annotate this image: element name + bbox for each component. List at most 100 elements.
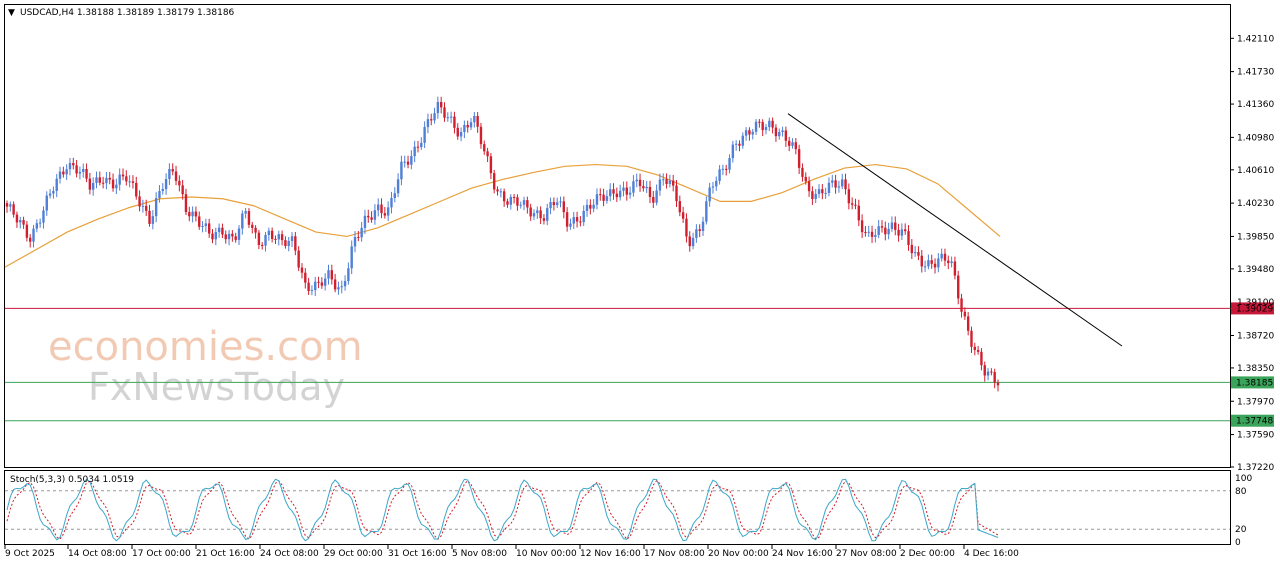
stoch-label: Stoch(5,3,3) 0.5034 1.0519 (10, 475, 134, 485)
time-tick-label: 10 Nov 00:00 (516, 549, 577, 559)
candle-body (476, 116, 479, 127)
candle-body (479, 126, 483, 145)
candle-body (986, 371, 990, 376)
candle-body (138, 196, 141, 207)
candle-body (870, 231, 874, 237)
candle-body (731, 144, 735, 159)
candle-body (778, 132, 781, 137)
candle-body (456, 127, 459, 137)
moving-average (4, 163, 1001, 268)
candle-body (393, 193, 396, 198)
price-tick-label: 1.37220 (1237, 463, 1274, 473)
trendline[interactable] (787, 113, 1123, 347)
stoch-main-line (6, 478, 999, 542)
candle-body (579, 221, 582, 223)
candle-body (9, 204, 12, 207)
candle-body (357, 236, 360, 238)
candle-body (927, 260, 930, 267)
candle-body (797, 149, 801, 168)
candle-body (101, 182, 105, 184)
candle-body (168, 169, 171, 180)
candle-body (784, 130, 788, 141)
candle-body (864, 232, 867, 234)
candle-body (847, 189, 851, 204)
candle-body (618, 190, 622, 198)
candle-body (758, 121, 761, 123)
candle-body (950, 261, 953, 264)
candle-body (612, 189, 615, 194)
candle-body (817, 189, 821, 194)
candle-body (642, 186, 645, 189)
time-tick-label: 5 Nov 08:00 (452, 549, 507, 559)
candle-body (340, 286, 343, 288)
candle-body (58, 171, 62, 179)
candle-body (675, 185, 678, 202)
candle-body (42, 210, 45, 223)
candle-body (595, 194, 599, 205)
candle-body (257, 232, 261, 245)
candle-body (436, 101, 440, 114)
time-tick-label: 12 Nov 16:00 (580, 549, 641, 559)
candle-body (72, 163, 75, 166)
candle-body (274, 238, 277, 240)
candle-body (201, 225, 204, 227)
time-tick-label: 2 Dec 00:00 (900, 549, 955, 559)
candle-body (585, 204, 589, 211)
candle-body (665, 179, 668, 184)
candle-body (380, 204, 383, 214)
candle-body (705, 201, 708, 222)
candle-body (913, 252, 917, 254)
candle-body (164, 179, 168, 190)
time-tick-label: 20 Nov 00:00 (708, 549, 769, 559)
ma-line (4, 163, 1001, 268)
candle-body (754, 121, 758, 132)
candle-body (251, 224, 254, 228)
candle-body (406, 161, 410, 165)
candle-body (45, 195, 48, 211)
candle-body (519, 204, 522, 206)
time-tick-label: 21 Oct 16:00 (196, 549, 255, 559)
time-tick-label: 9 Oct 2025 (5, 549, 55, 559)
candle-body (486, 151, 489, 157)
candle-body (572, 217, 575, 224)
candle-body (953, 261, 957, 276)
candle-body (370, 217, 373, 220)
candle-body (662, 179, 665, 181)
candle-body (294, 236, 297, 251)
candle-body (347, 268, 350, 282)
candle-body (768, 120, 771, 128)
candle-body (320, 282, 324, 286)
level-tag (1231, 414, 1274, 427)
candle-body (658, 179, 662, 191)
candle-body (814, 193, 817, 199)
price-tick-label: 1.39100 (1237, 298, 1274, 308)
time-tick-label: 17 Nov 08:00 (644, 549, 705, 559)
candle-body (638, 179, 642, 187)
candle-body (304, 272, 307, 283)
candle-body (111, 179, 115, 189)
candle-body (396, 179, 400, 194)
candle-body (174, 171, 178, 181)
candle-body (343, 281, 347, 287)
candle-body (834, 180, 837, 188)
candle-body (771, 120, 774, 128)
price-tick-label: 1.41730 (1237, 68, 1274, 78)
candle-body (685, 218, 688, 237)
candle-body (426, 119, 430, 128)
candle-body (383, 213, 387, 216)
level-tag-label: 1.38185 (1236, 378, 1273, 388)
candle-body (947, 260, 950, 264)
candle-body (496, 189, 499, 192)
candle-body (791, 142, 794, 146)
candle-body (824, 192, 827, 194)
collapse-arrow-icon[interactable]: ▼ (8, 8, 15, 18)
candle-body (446, 117, 450, 119)
price-tick-label: 1.40610 (1237, 166, 1274, 176)
candle-body (691, 237, 695, 247)
candle-body (671, 180, 675, 186)
watermark-economies: economies.com (48, 324, 363, 370)
candle-body (980, 351, 983, 366)
candle-body (121, 174, 125, 177)
candle-body (439, 101, 443, 108)
candle-body (241, 213, 244, 229)
